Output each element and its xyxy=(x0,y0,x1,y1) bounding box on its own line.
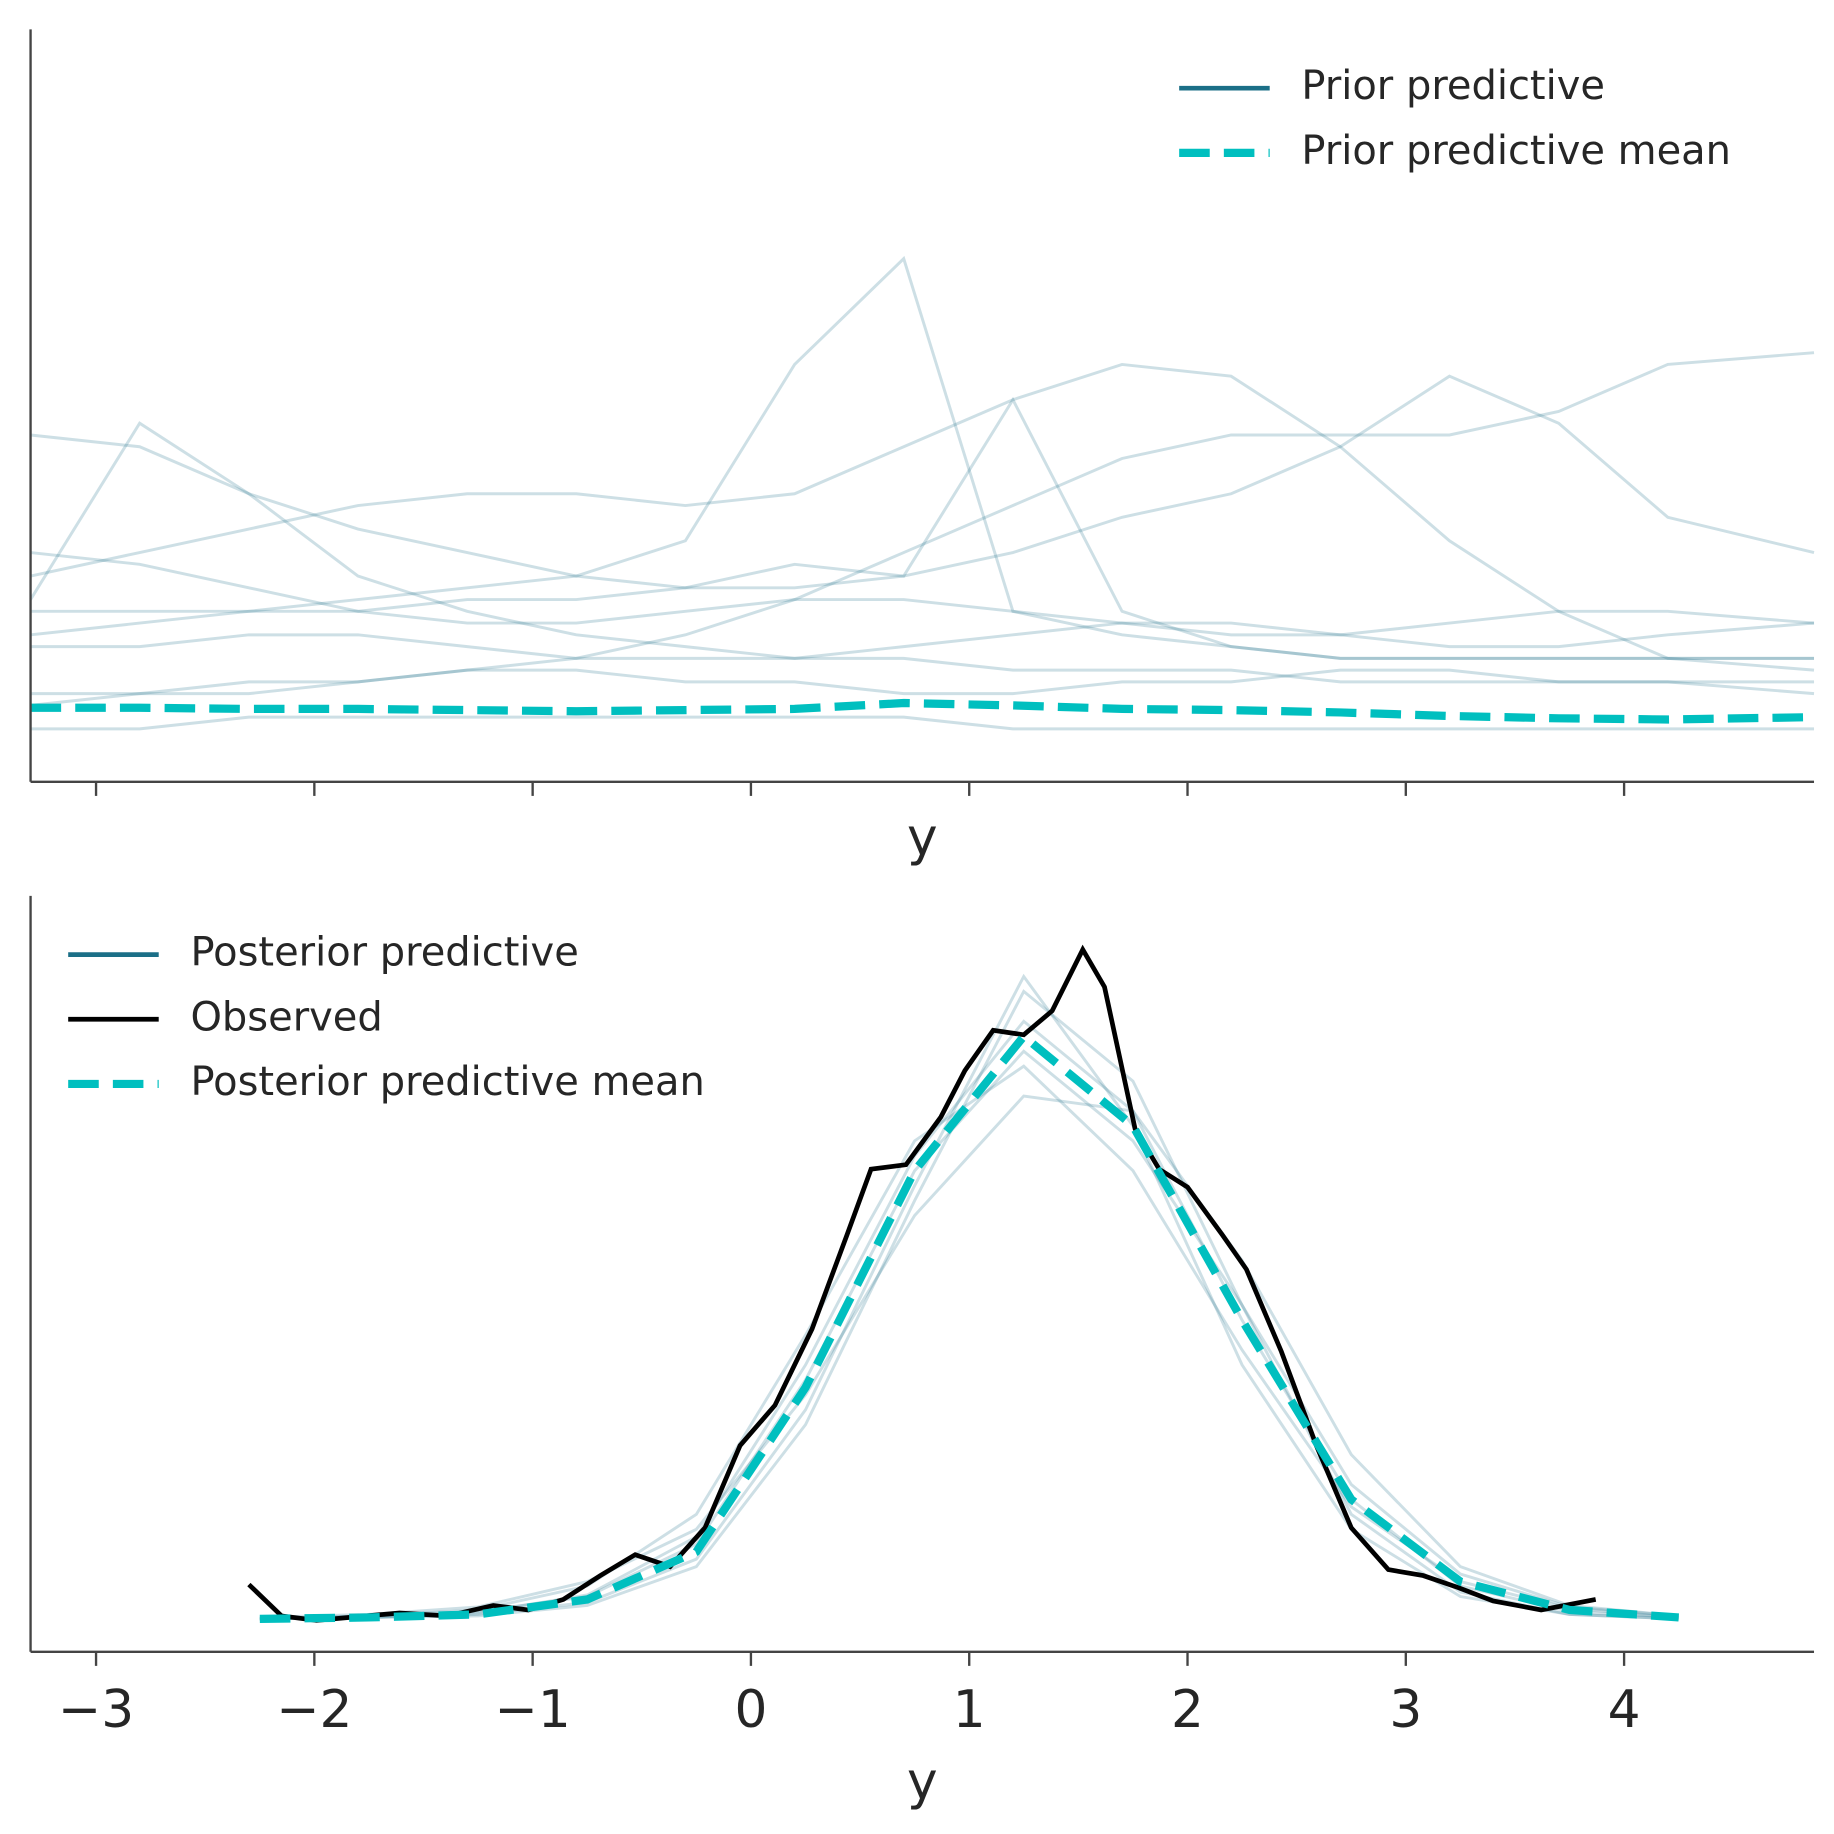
legend-label: Observed xyxy=(190,994,382,1040)
sample-line xyxy=(30,396,1815,660)
x-tick-label: 1 xyxy=(953,1680,986,1740)
sample-line xyxy=(30,715,1815,731)
sample-line xyxy=(30,668,1815,707)
sample-line xyxy=(30,255,1815,660)
x-tick-label: −1 xyxy=(495,1680,571,1740)
sample-line xyxy=(259,1049,1679,1621)
x-tick-label: −2 xyxy=(276,1680,352,1740)
x-tick-label: 4 xyxy=(1608,1680,1641,1740)
x-tick-label: 2 xyxy=(1171,1680,1204,1740)
legend-label: Posterior predictive mean xyxy=(190,1059,704,1105)
legend-label: Posterior predictive xyxy=(190,930,578,976)
sample-line xyxy=(259,1064,1679,1621)
x-axis-label: y xyxy=(907,1752,938,1812)
sample-line xyxy=(259,1094,1679,1619)
sample-line xyxy=(29,421,1815,684)
mean-line xyxy=(259,1030,1679,1623)
x-tick-label: 3 xyxy=(1389,1680,1422,1740)
legend-label: Prior predictive xyxy=(1301,63,1605,109)
legend-label: Prior predictive mean xyxy=(1301,128,1731,174)
sample-line xyxy=(30,362,1815,672)
sample-line xyxy=(30,551,1815,637)
x-tick-label: 0 xyxy=(734,1680,767,1740)
x-tick-label: −3 xyxy=(58,1680,134,1740)
sample-line xyxy=(30,351,1815,696)
x-axis-label: y xyxy=(907,808,938,868)
mean-line xyxy=(30,698,1815,724)
sample-line xyxy=(30,374,1815,590)
sample-line xyxy=(30,621,1815,660)
